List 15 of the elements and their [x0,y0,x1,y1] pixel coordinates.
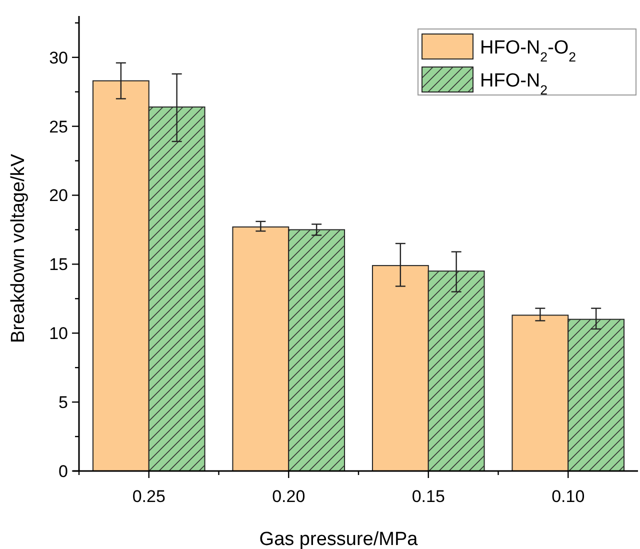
y-tick-label: 20 [49,186,68,206]
y-tick-label: 5 [58,393,68,412]
y-tick-label: 10 [49,324,68,344]
y-tick-label: 15 [49,255,68,274]
x-tick-label: 0.10 [552,487,585,506]
y-tick-label: 0 [58,462,68,481]
y-tick-label: 25 [49,117,68,136]
x-axis-title: Gas pressure/MPa [259,529,418,549]
y-tick-label: 30 [49,48,68,68]
x-tick-label: 0.15 [412,487,445,506]
x-tick-label: 0.20 [272,487,306,506]
y-axis-title: Breakdown voltage/kV [8,154,29,344]
x-tick-label: 0.25 [132,487,166,506]
legend-label: HFO-N$_{2}$ [480,70,548,98]
legend-label: HFO-N$_{2}$-O$_{2}$ [480,38,576,64]
